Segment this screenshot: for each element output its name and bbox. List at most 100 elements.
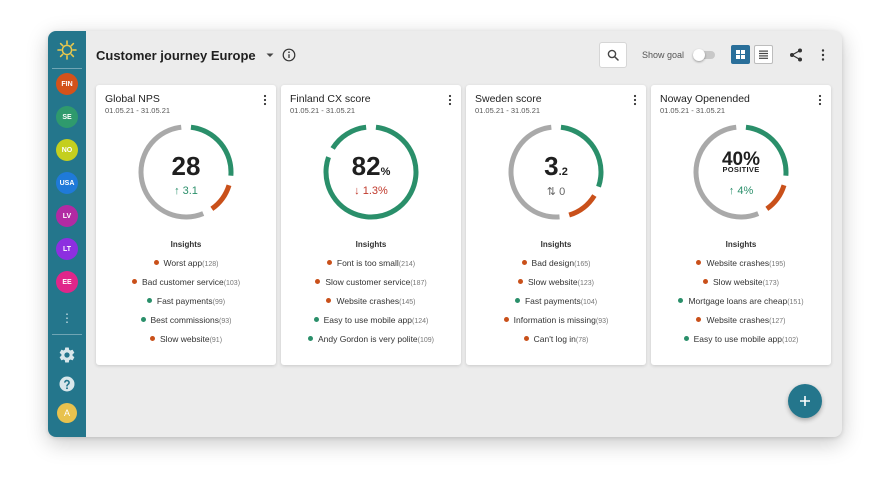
insights-list: Worst app(128) Bad customer service(103) F… bbox=[96, 258, 276, 353]
gauge-neutral-arc bbox=[508, 124, 604, 220]
help-icon[interactable] bbox=[58, 375, 76, 393]
insight-item[interactable]: Worst app(128) bbox=[96, 258, 276, 277]
insight-item[interactable]: Fast payments(99) bbox=[96, 296, 276, 315]
avatar[interactable]: A bbox=[57, 403, 77, 423]
score-value: 3 bbox=[544, 151, 559, 181]
insight-count: (195) bbox=[769, 261, 786, 268]
sun-logo-icon[interactable] bbox=[57, 40, 77, 60]
insight-text: Website crashes bbox=[336, 296, 400, 306]
caret-down-icon[interactable] bbox=[264, 48, 276, 62]
more-vertical-icon[interactable] bbox=[819, 48, 827, 62]
score-change: ↑ 3.1 bbox=[136, 185, 236, 197]
metric-card[interactable]: Sweden score 01.05.21 - 31.05.21 3.2 ⇅ 0 Ins… bbox=[466, 85, 646, 365]
insights-heading: Insights bbox=[355, 240, 387, 249]
more-vertical-icon[interactable] bbox=[817, 94, 823, 106]
country-fin-button[interactable]: FIN bbox=[56, 73, 78, 95]
change-value: 4% bbox=[737, 185, 754, 197]
insight-item[interactable]: Slow website(91) bbox=[96, 334, 276, 353]
insight-count: (78) bbox=[575, 337, 589, 344]
list-view-button[interactable] bbox=[754, 45, 773, 64]
insight-item[interactable]: Font is too small(214) bbox=[281, 258, 461, 277]
insight-text: Can't log in bbox=[533, 334, 576, 344]
grid-view-button[interactable] bbox=[731, 45, 750, 64]
insight-text: Font is too small bbox=[336, 258, 399, 268]
insight-item[interactable]: Fast payments(104) bbox=[466, 296, 646, 315]
insight-item[interactable]: Website crashes(127) bbox=[651, 315, 831, 334]
add-button[interactable] bbox=[788, 384, 822, 418]
insights-heading: Insights bbox=[725, 240, 757, 249]
card-date-range: 01.05.21 - 31.05.21 bbox=[290, 106, 356, 115]
insight-item[interactable]: Slow website(173) bbox=[651, 277, 831, 296]
sentiment-dot bbox=[696, 260, 702, 265]
insight-item[interactable]: Website crashes(195) bbox=[651, 258, 831, 277]
sentiment-dot bbox=[514, 298, 520, 303]
country-ee-button[interactable]: EE bbox=[56, 271, 78, 293]
country-usa-button[interactable]: USA bbox=[56, 172, 78, 194]
sentiment-dot bbox=[523, 336, 529, 341]
country-lv-button[interactable]: LV bbox=[56, 205, 78, 227]
insight-item[interactable]: Bad customer service(103) bbox=[96, 277, 276, 296]
gauge-positive-arc bbox=[323, 124, 419, 220]
metric-card[interactable]: Global NPS 01.05.21 - 31.05.21 28 ↑ 3.1 Insi… bbox=[96, 85, 276, 365]
insight-item[interactable]: Best commissions(93) bbox=[96, 315, 276, 334]
insight-item[interactable]: Mortgage loans are cheap(151) bbox=[651, 296, 831, 315]
insight-count: (93) bbox=[595, 318, 609, 325]
gauge-positive-arc bbox=[693, 124, 789, 220]
insight-count: (93) bbox=[219, 318, 232, 325]
more-vertical-icon[interactable] bbox=[262, 94, 268, 106]
insight-item[interactable]: Website crashes(145) bbox=[281, 296, 461, 315]
insight-count: (103) bbox=[223, 280, 241, 287]
score-value-line: 3.2 bbox=[506, 152, 606, 186]
sentiment-dot bbox=[140, 317, 146, 322]
metric-card[interactable]: Finland CX score 01.05.21 - 31.05.21 82% ↓ … bbox=[281, 85, 461, 365]
insight-item[interactable]: Easy to use mobile app(124) bbox=[281, 315, 461, 334]
arrow-down-icon: ↓ bbox=[354, 185, 360, 197]
page-title[interactable]: Customer journey Europe bbox=[96, 48, 256, 63]
more-vertical-icon[interactable]: ⋮ bbox=[61, 311, 73, 325]
insight-count: (214) bbox=[398, 261, 416, 268]
insight-text: Fast payments bbox=[156, 296, 213, 306]
score-value: 40% bbox=[721, 149, 761, 170]
insight-item[interactable]: Andy Gordon is very polite(109) bbox=[281, 334, 461, 353]
insight-text: Website crashes bbox=[706, 258, 770, 268]
grid-icon bbox=[736, 50, 745, 59]
sentiment-dot bbox=[313, 317, 319, 322]
insight-item[interactable]: Slow customer service(187) bbox=[281, 277, 461, 296]
sentiment-dot bbox=[149, 336, 155, 341]
country-no-button[interactable]: NO bbox=[56, 139, 78, 161]
card-title: Sweden score bbox=[475, 93, 542, 105]
sentiment-dot bbox=[703, 279, 709, 284]
insight-count: (109) bbox=[417, 337, 435, 344]
gear-icon[interactable] bbox=[58, 346, 76, 364]
insight-item[interactable]: Easy to use mobile app(102) bbox=[651, 334, 831, 353]
sentiment-dot bbox=[146, 298, 152, 303]
info-icon[interactable] bbox=[282, 48, 296, 62]
metric-card[interactable]: Noway Openended 01.05.21 - 31.05.21 40% POS… bbox=[651, 85, 831, 365]
sentiment-dot bbox=[326, 260, 332, 265]
insights-list: Font is too small(214) Slow customer serv… bbox=[281, 258, 461, 353]
insight-text: Website crashes bbox=[706, 315, 770, 325]
insight-count: (102) bbox=[782, 337, 799, 344]
insight-item[interactable]: Information is missing(93) bbox=[466, 315, 646, 334]
arrow-up-icon: ↑ bbox=[728, 185, 735, 197]
insight-item[interactable]: Slow website(123) bbox=[466, 277, 646, 296]
search-button[interactable] bbox=[599, 42, 627, 68]
insight-count: (124) bbox=[412, 318, 429, 325]
show-goal-toggle[interactable] bbox=[693, 49, 715, 61]
score-gauge: 3.2 ⇅ 0 bbox=[506, 122, 606, 222]
card-title: Noway Openended bbox=[660, 93, 750, 105]
sidebar-divider bbox=[52, 334, 82, 335]
share-icon[interactable] bbox=[789, 48, 803, 62]
insight-item[interactable]: Bad design(165) bbox=[466, 258, 646, 277]
score-gauge: 82% ↓ 1.3% bbox=[321, 122, 421, 222]
card-date-range: 01.05.21 - 31.05.21 bbox=[105, 106, 171, 115]
insight-count: (123) bbox=[577, 280, 594, 287]
insight-item[interactable]: Can't log in(78) bbox=[466, 334, 646, 353]
gauge-positive-arc bbox=[323, 124, 419, 220]
country-se-button[interactable]: SE bbox=[56, 106, 78, 128]
more-vertical-icon[interactable] bbox=[632, 94, 638, 106]
country-lt-button[interactable]: LT bbox=[56, 238, 78, 260]
insight-count: (127) bbox=[769, 318, 786, 325]
score-unit: .2 bbox=[558, 166, 568, 178]
more-vertical-icon[interactable] bbox=[447, 94, 453, 106]
